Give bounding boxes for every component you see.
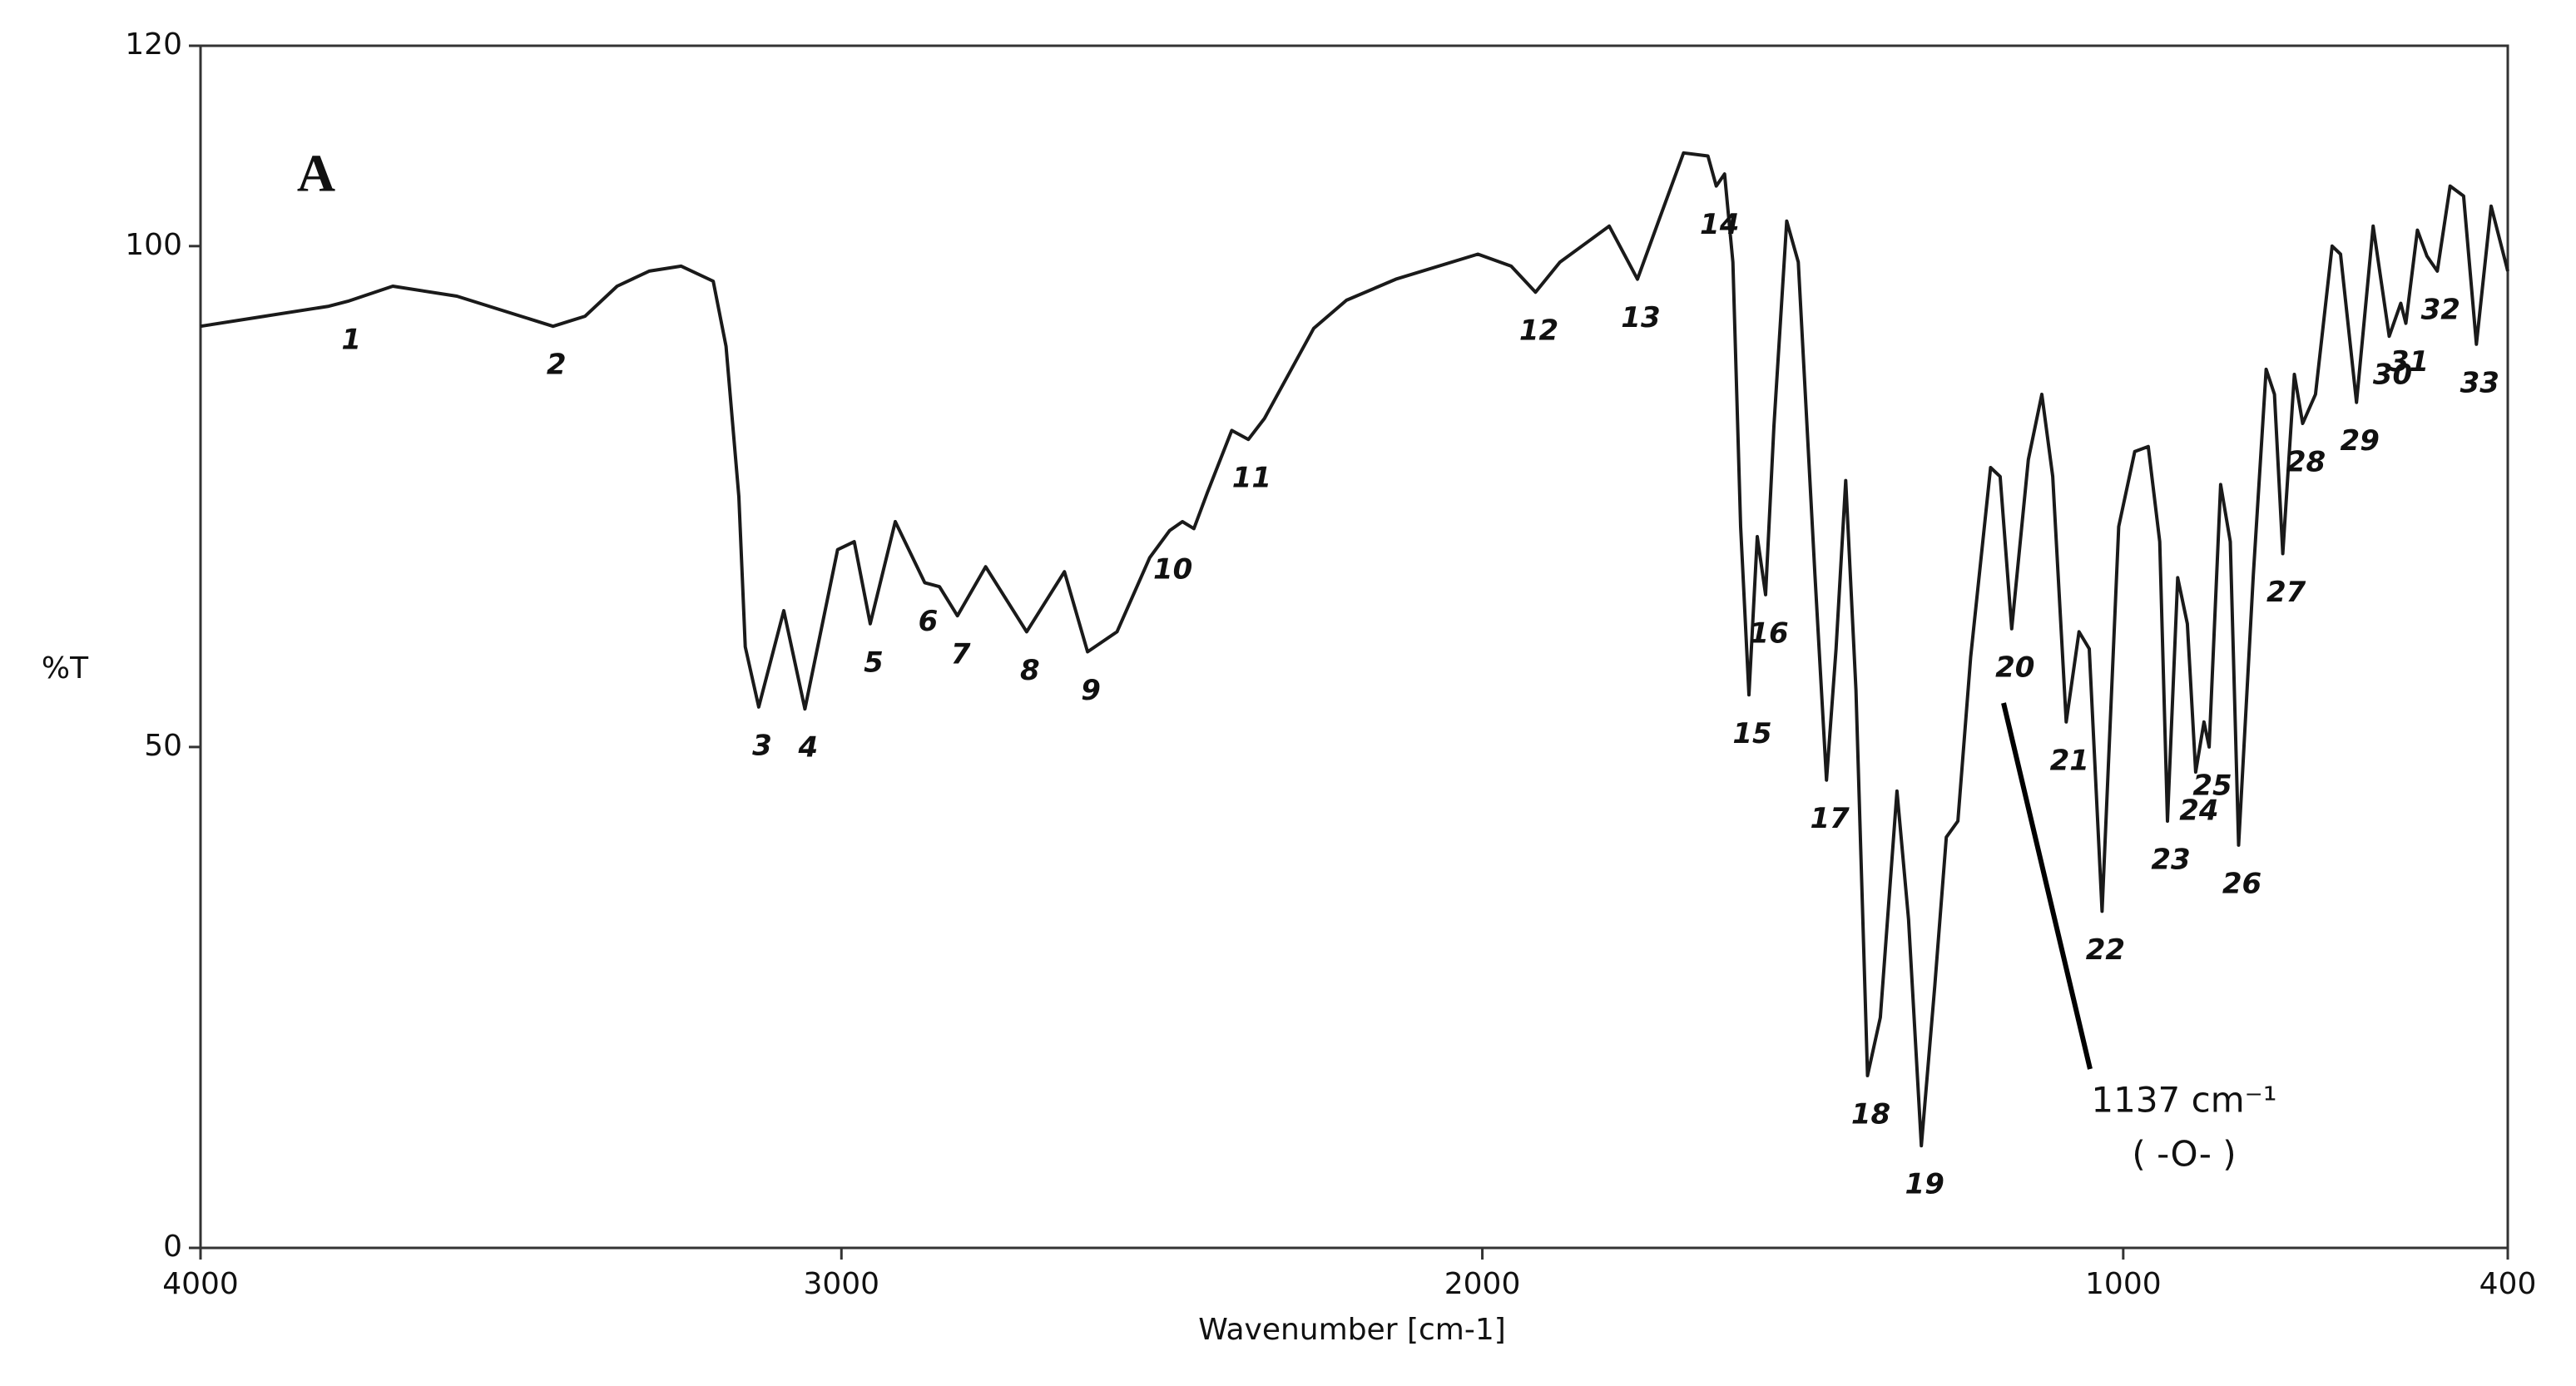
y-tick-label: 120 bbox=[125, 27, 182, 62]
peak-label: 5 bbox=[864, 646, 884, 679]
x-tick-label: 4000 bbox=[162, 1267, 239, 1301]
peak-label: 2 bbox=[547, 349, 567, 382]
peak-label: 1 bbox=[341, 324, 361, 357]
panel-label: A bbox=[297, 144, 335, 203]
y-tick-label: 100 bbox=[125, 228, 182, 262]
peak-label: 20 bbox=[1995, 651, 2034, 684]
peak-label: 29 bbox=[2341, 424, 2380, 458]
peak-label: 27 bbox=[2266, 576, 2306, 609]
peak-label: 13 bbox=[1621, 301, 1660, 334]
y-axis-label: %T bbox=[42, 651, 89, 686]
peak-label: 32 bbox=[2421, 293, 2460, 326]
x-tick-label: 1000 bbox=[2085, 1267, 2162, 1301]
peak-label: 7 bbox=[951, 638, 971, 671]
plot-frame bbox=[199, 44, 2509, 1250]
peak-label: 19 bbox=[1905, 1168, 1944, 1201]
peak-label: 10 bbox=[1153, 552, 1192, 586]
peak-label: 24 bbox=[2179, 794, 2218, 828]
x-tick-label: 3000 bbox=[803, 1267, 879, 1301]
peak-label: 4 bbox=[798, 731, 819, 765]
peak-label: 9 bbox=[1081, 674, 1101, 707]
peak-label: 31 bbox=[2390, 345, 2429, 379]
annotation: 1137 cm⁻¹ bbox=[2091, 1080, 2276, 1121]
peak-label: 26 bbox=[2222, 867, 2261, 900]
peak-label: 17 bbox=[1811, 802, 1850, 835]
peak-label: 23 bbox=[2151, 844, 2190, 877]
peak-label: 3 bbox=[752, 729, 772, 762]
peak-label: 6 bbox=[919, 605, 939, 638]
peak-label: 22 bbox=[2086, 933, 2125, 967]
peak-label: 14 bbox=[1700, 208, 1739, 241]
x-tick-label: 400 bbox=[2479, 1267, 2537, 1301]
peak-label: 15 bbox=[1732, 717, 1771, 750]
peak-label: 12 bbox=[1519, 314, 1558, 348]
peak-label: 16 bbox=[1749, 616, 1788, 650]
y-tick-label: 50 bbox=[144, 729, 182, 763]
peak-label: 30 bbox=[2373, 359, 2412, 392]
leader-line bbox=[2001, 702, 2093, 1070]
spectrum-line bbox=[200, 151, 2509, 1148]
peak-label: 28 bbox=[2286, 445, 2326, 478]
peak-label: 8 bbox=[1020, 654, 1040, 687]
peak-label: 11 bbox=[1232, 462, 1271, 495]
peak-label: 21 bbox=[2050, 744, 2089, 777]
peak-label: 25 bbox=[2192, 769, 2232, 802]
x-axis-label: Wavenumber [cm-1] bbox=[1198, 1313, 1506, 1347]
annotation: ( -O- ) bbox=[2132, 1134, 2236, 1175]
x-tick-label: 2000 bbox=[1444, 1267, 1521, 1301]
peak-label: 33 bbox=[2460, 366, 2499, 399]
peak-label: 18 bbox=[1851, 1097, 1890, 1131]
y-tick-label: 0 bbox=[163, 1230, 182, 1264]
